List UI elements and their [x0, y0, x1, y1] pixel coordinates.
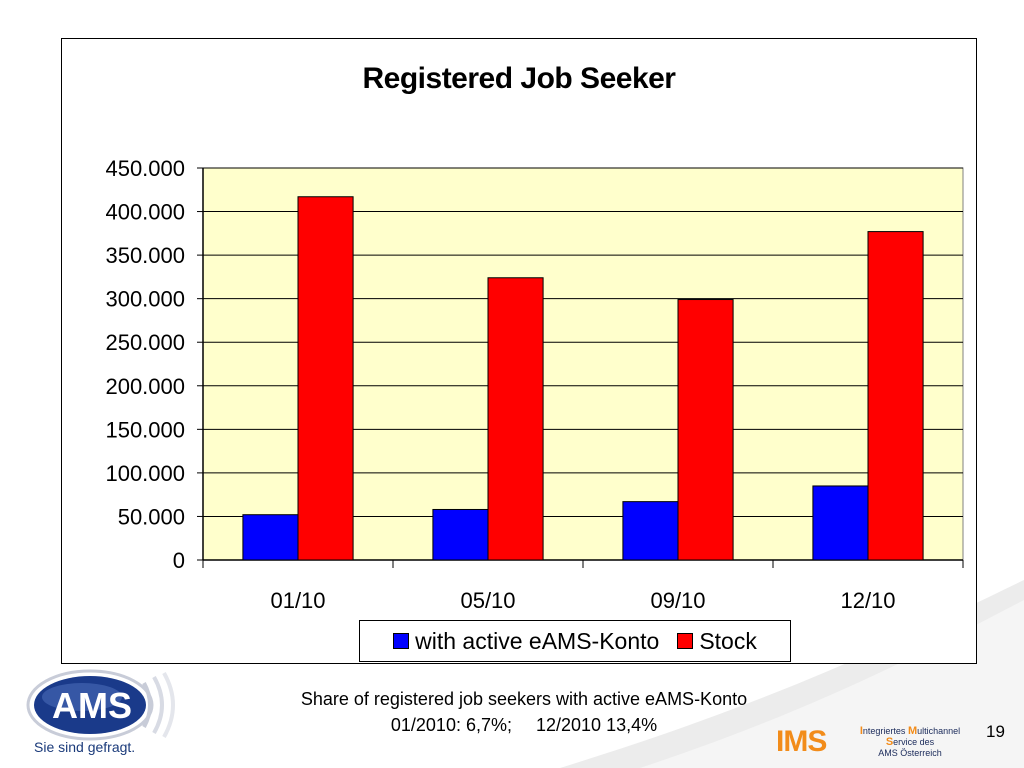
legend-item-eams: with active eAMS-Konto — [393, 628, 659, 655]
y-tick-label: 50.000 — [118, 504, 185, 529]
slide-caption: Share of registered job seekers with act… — [200, 686, 848, 738]
x-tick-label: 05/10 — [460, 588, 515, 613]
x-tick-label: 12/10 — [840, 588, 895, 613]
legend-label-eams: with active eAMS-Konto — [415, 627, 660, 654]
ims-tagline-line-2: Service des — [885, 736, 935, 748]
y-tick-label: 0 — [173, 548, 185, 573]
bar-eams-09-10 — [622, 501, 679, 561]
y-tick-label: 400.000 — [105, 200, 185, 225]
caption-share-2010-12: 12/2010 13,4% — [536, 715, 658, 735]
y-tick-label: 150.000 — [105, 417, 185, 442]
bar-stock-12-10 — [867, 231, 924, 561]
bar-eams-01-10 — [242, 514, 299, 561]
ims-tagline-line-3: AMS Österreich — [878, 748, 942, 758]
bar-stock-09-10 — [677, 299, 734, 561]
page-number: 19 — [986, 722, 1005, 741]
y-tick-label: 100.000 — [105, 461, 185, 486]
y-tick-label: 200.000 — [105, 374, 185, 399]
bar-eams-12-10 — [812, 485, 869, 561]
chart-title: Registered Job Seeker — [362, 62, 676, 95]
legend-swatch-stock — [677, 633, 694, 649]
bar-stock-01-10 — [297, 196, 354, 561]
bar-stock-05-10 — [487, 277, 544, 561]
slogan: Sie sind gefragt. — [34, 739, 136, 755]
chart-legend: with active eAMS-Konto Stock — [359, 620, 791, 662]
legend-item-stock: Stock — [677, 628, 757, 655]
ams-logo-icon: AMS — [26, 669, 175, 741]
y-tick-label: 250.000 — [105, 330, 185, 355]
caption-share-2010-01: 01/2010: 6,7%; — [390, 715, 512, 735]
ims-tagline-line-1: Integriertes Multichannel — [859, 725, 961, 737]
y-tick-label: 450.000 — [105, 156, 185, 181]
ims-logo: IMS — [776, 725, 827, 758]
caption-line-2: 01/2010: 6,7%; 12/2010 13,4% — [200, 712, 848, 738]
legend-label-stock: Stock — [699, 627, 757, 654]
bar-eams-05-10 — [432, 508, 489, 561]
ams-logo-text: AMS — [52, 685, 132, 726]
x-tick-label: 09/10 — [650, 588, 705, 613]
ims-tagline: Integriertes Multichannel Service des AM… — [848, 726, 972, 759]
legend-swatch-eams — [393, 633, 410, 649]
x-tick-label: 01/10 — [270, 588, 325, 613]
caption-line-1: Share of registered job seekers with act… — [300, 689, 748, 709]
y-tick-label: 300.000 — [105, 287, 185, 312]
y-tick-label: 350.000 — [105, 243, 185, 268]
